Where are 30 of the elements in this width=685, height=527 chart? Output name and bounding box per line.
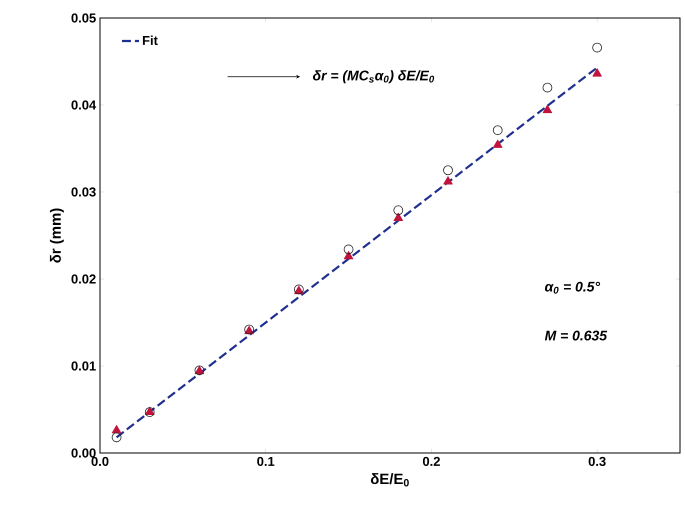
x-tick-label: 0.0 — [92, 456, 108, 466]
point — [592, 68, 602, 77]
legend-label: Fit — [142, 36, 158, 46]
x-axis-title: δE/E$_{0}$ — [370, 473, 409, 486]
point — [542, 104, 552, 114]
annotation: α$_{0}$ = 0.5° — [545, 282, 600, 294]
point — [344, 244, 354, 254]
point — [592, 42, 602, 52]
point — [394, 212, 403, 221]
x-tick-label: 0.3 — [588, 456, 606, 466]
point — [493, 140, 502, 148]
y-tick-label: 0.05 — [71, 13, 96, 23]
y-tick-label: 0.04 — [71, 100, 96, 110]
x-tick-label: 0.1 — [257, 456, 274, 466]
point — [393, 205, 404, 216]
y-tick-label: 0.01 — [71, 361, 96, 371]
point — [344, 251, 354, 260]
point — [542, 82, 552, 92]
point — [492, 125, 503, 136]
y-tick-label: 0.00 — [71, 448, 96, 458]
x-tick-label: 0.2 — [422, 456, 440, 466]
y-tick-label: 0.02 — [71, 274, 96, 284]
point — [112, 432, 122, 442]
point — [443, 176, 453, 184]
y-axis-title: δr (mm) — [50, 208, 64, 263]
point — [443, 165, 453, 176]
y-tick-label: 0.03 — [71, 187, 96, 197]
annotation: δr = (MC$_{s}$α$_{0}$) δE/E$_{0}$ — [312, 70, 434, 84]
annotation: M = 0.635 — [544, 330, 608, 340]
point — [112, 425, 122, 434]
